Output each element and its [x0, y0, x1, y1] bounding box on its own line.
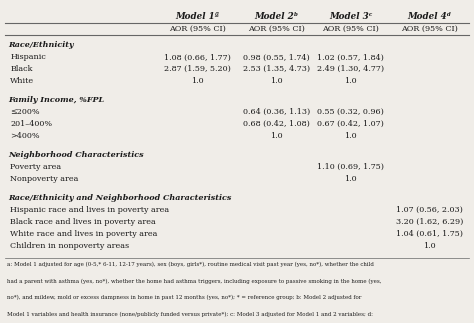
Text: White: White [10, 77, 35, 85]
Text: AOR (95% CI): AOR (95% CI) [322, 25, 379, 33]
Text: 0.64 (0.36, 1.13): 0.64 (0.36, 1.13) [243, 108, 310, 116]
Text: 1.0: 1.0 [191, 77, 204, 85]
Text: no*), and mildew, mold or excess dampness in home in past 12 months (yes, no*); : no*), and mildew, mold or excess dampnes… [7, 295, 361, 300]
Text: 0.55 (0.32, 0.96): 0.55 (0.32, 0.96) [318, 108, 384, 116]
Text: 1.0: 1.0 [345, 77, 357, 85]
Text: AOR (95% CI): AOR (95% CI) [248, 25, 305, 33]
Text: Nonpoverty area: Nonpoverty area [10, 175, 79, 183]
Text: 0.68 (0.42, 1.08): 0.68 (0.42, 1.08) [243, 120, 310, 128]
Text: Hispanic: Hispanic [10, 53, 46, 61]
Text: 0.98 (0.55, 1.74): 0.98 (0.55, 1.74) [243, 53, 310, 61]
Text: Poverty area: Poverty area [10, 163, 62, 171]
Text: 1.0: 1.0 [423, 242, 436, 249]
Text: 0.67 (0.42, 1.07): 0.67 (0.42, 1.07) [318, 120, 384, 128]
Text: Black: Black [10, 65, 33, 73]
Text: had a parent with asthma (yes, no*), whether the home had asthma triggers, inclu: had a parent with asthma (yes, no*), whe… [7, 278, 381, 284]
Text: 2.87 (1.59, 5.20): 2.87 (1.59, 5.20) [164, 65, 231, 73]
Text: 1.0: 1.0 [270, 77, 283, 85]
Text: 2.49 (1.30, 4.77): 2.49 (1.30, 4.77) [317, 65, 384, 73]
Text: AOR (95% CI): AOR (95% CI) [169, 25, 226, 33]
Text: 1.10 (0.69, 1.75): 1.10 (0.69, 1.75) [317, 163, 384, 171]
Text: 1.02 (0.57, 1.84): 1.02 (0.57, 1.84) [318, 53, 384, 61]
Text: Race/Ethnicity and Neighborhood Characteristics: Race/Ethnicity and Neighborhood Characte… [9, 193, 232, 202]
Text: 1.0: 1.0 [345, 132, 357, 140]
Text: 1.07 (0.56, 2.03): 1.07 (0.56, 2.03) [396, 206, 463, 214]
Text: Model 1ª: Model 1ª [175, 12, 219, 21]
Text: 1.0: 1.0 [345, 175, 357, 183]
Text: Black race and lives in poverty area: Black race and lives in poverty area [10, 218, 156, 226]
Text: 1.04 (0.61, 1.75): 1.04 (0.61, 1.75) [396, 230, 463, 238]
Text: Model 3ᶜ: Model 3ᶜ [329, 12, 373, 21]
Text: Model 4ᵈ: Model 4ᵈ [408, 12, 452, 21]
Text: 3.20 (1.62, 6.29): 3.20 (1.62, 6.29) [396, 218, 464, 226]
Text: Family Income, %FPL: Family Income, %FPL [9, 96, 105, 104]
Text: a: Model 1 adjusted for age (0-5,* 6-11, 12-17 years), sex (boys, girls*), routi: a: Model 1 adjusted for age (0-5,* 6-11,… [7, 262, 374, 267]
Text: White race and lives in poverty area: White race and lives in poverty area [10, 230, 158, 238]
Text: ≤200%: ≤200% [10, 108, 40, 116]
Text: 201–400%: 201–400% [10, 120, 53, 128]
Text: Model 2ᵇ: Model 2ᵇ [255, 12, 299, 21]
Text: Model 1 variables and health insurance (none/publicly funded versus private*); c: Model 1 variables and health insurance (… [7, 311, 373, 317]
Text: >400%: >400% [10, 132, 40, 140]
Text: 1.08 (0.66, 1.77): 1.08 (0.66, 1.77) [164, 53, 231, 61]
Text: Children in nonpoverty areas: Children in nonpoverty areas [10, 242, 129, 249]
Text: Race/Ethnicity: Race/Ethnicity [9, 41, 74, 49]
Text: 2.53 (1.35, 4.73): 2.53 (1.35, 4.73) [243, 65, 310, 73]
Text: 1.0: 1.0 [270, 132, 283, 140]
Text: Hispanic race and lives in poverty area: Hispanic race and lives in poverty area [10, 206, 169, 214]
Text: Neighborhood Characteristics: Neighborhood Characteristics [9, 151, 144, 159]
Text: AOR (95% CI): AOR (95% CI) [401, 25, 458, 33]
